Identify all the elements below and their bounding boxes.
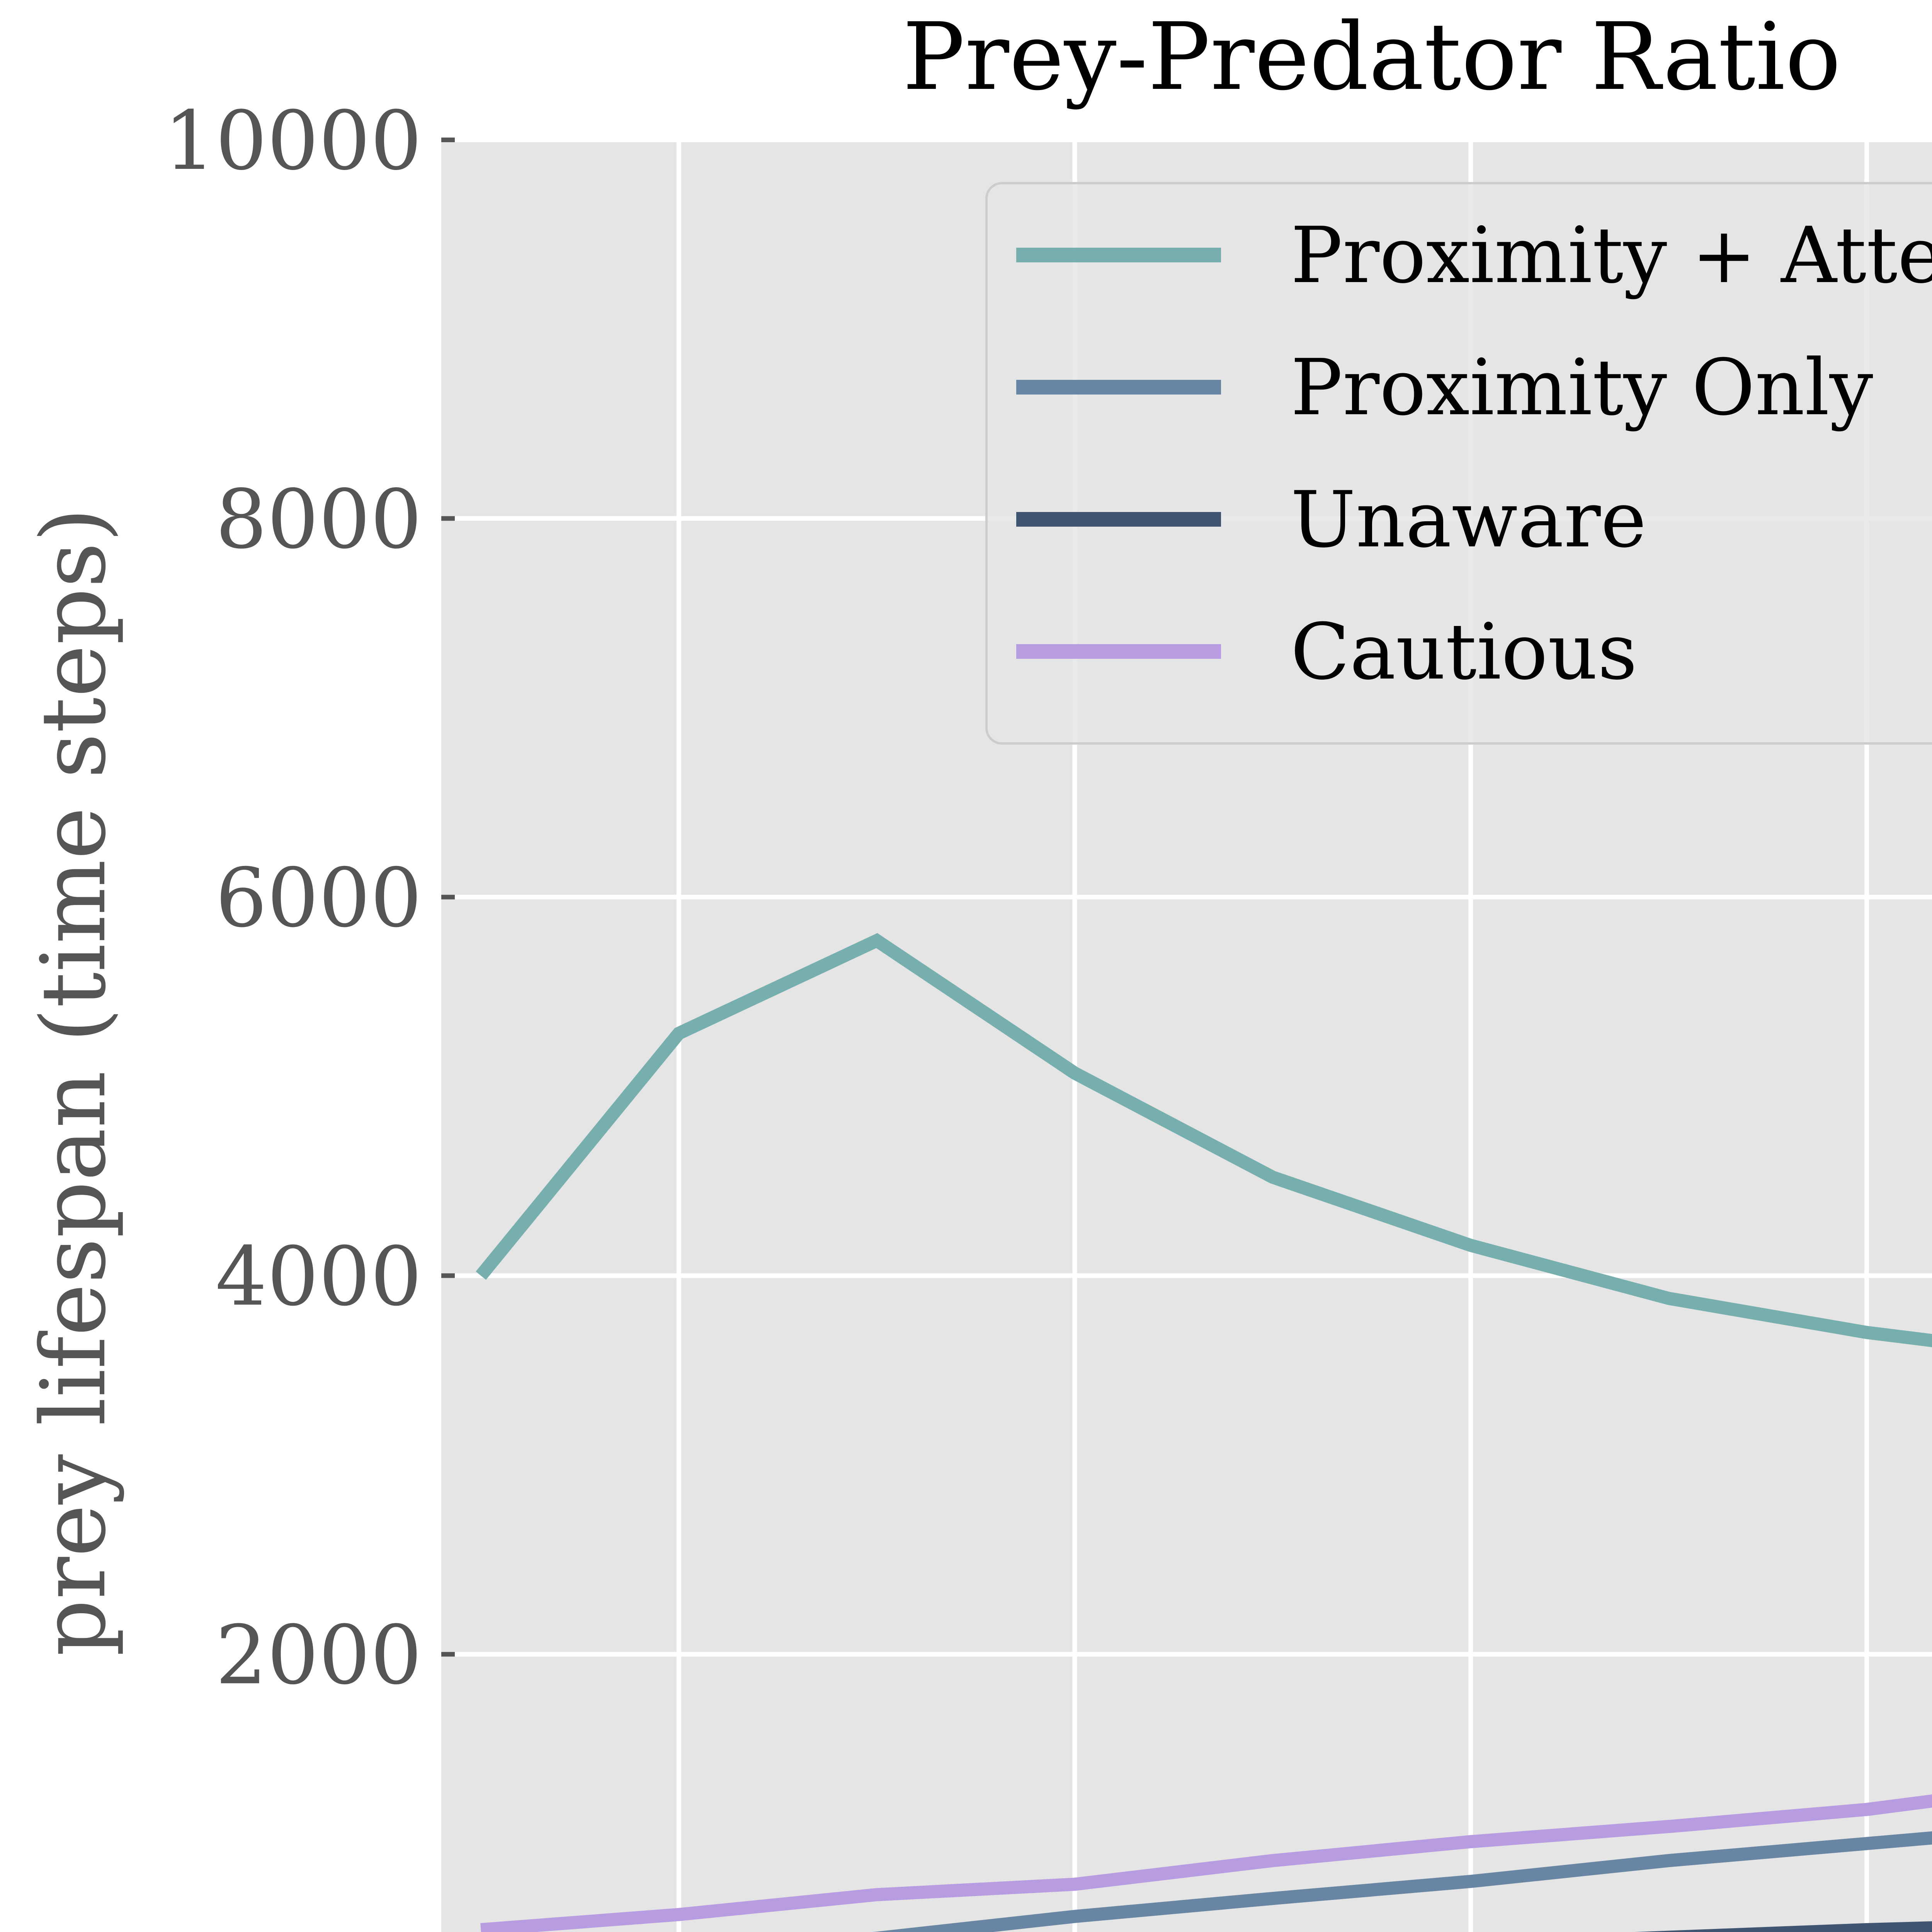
series-lines (476, 933, 1932, 1932)
data-point (1866, 1929, 1867, 1930)
legend-label: Proximity Only (1291, 343, 1873, 433)
data-point (876, 940, 877, 941)
data-point (1470, 1245, 1471, 1246)
data-point (1668, 1298, 1669, 1299)
legend-box (985, 182, 1932, 745)
y-tick-label: 2000 (216, 1608, 422, 1702)
data-point (480, 1929, 481, 1930)
data-point (1470, 1881, 1471, 1882)
legend-label: Unaware (1291, 475, 1646, 565)
legend-label: Proximity + Attention (1291, 211, 1932, 301)
y-tick-label: 8000 (216, 472, 422, 567)
data-point (1866, 1809, 1867, 1810)
series-line-0 (476, 933, 1932, 1347)
axis-ticks: 2468100200040006000800010000 (164, 94, 455, 1702)
series-line-3 (480, 1794, 1932, 1932)
y-tick-label: 6000 (216, 851, 422, 946)
chart-title: Prey-Predator Ratio (903, 3, 1841, 111)
legend-label: Cautious (1291, 607, 1637, 697)
data-point (876, 1894, 877, 1895)
legend: Proximity + Attention Proximity Only Unawa… (985, 182, 1932, 745)
y-axis-label: prey lifespan (time steps) (22, 508, 126, 1656)
data-point (1272, 1860, 1273, 1861)
data-point (1866, 1332, 1867, 1333)
y-tick-label: 4000 (216, 1229, 422, 1324)
data-point (1668, 1860, 1669, 1861)
data-point (1074, 1916, 1075, 1917)
data-point (480, 1275, 481, 1276)
y-tick-label: 10000 (164, 94, 422, 188)
data-point (1272, 1177, 1273, 1178)
data-point (1866, 1843, 1867, 1844)
data-point (1470, 1841, 1471, 1842)
series-line-1 (872, 1831, 1932, 1932)
data-point (1272, 1898, 1273, 1899)
data-point (1668, 1826, 1669, 1827)
